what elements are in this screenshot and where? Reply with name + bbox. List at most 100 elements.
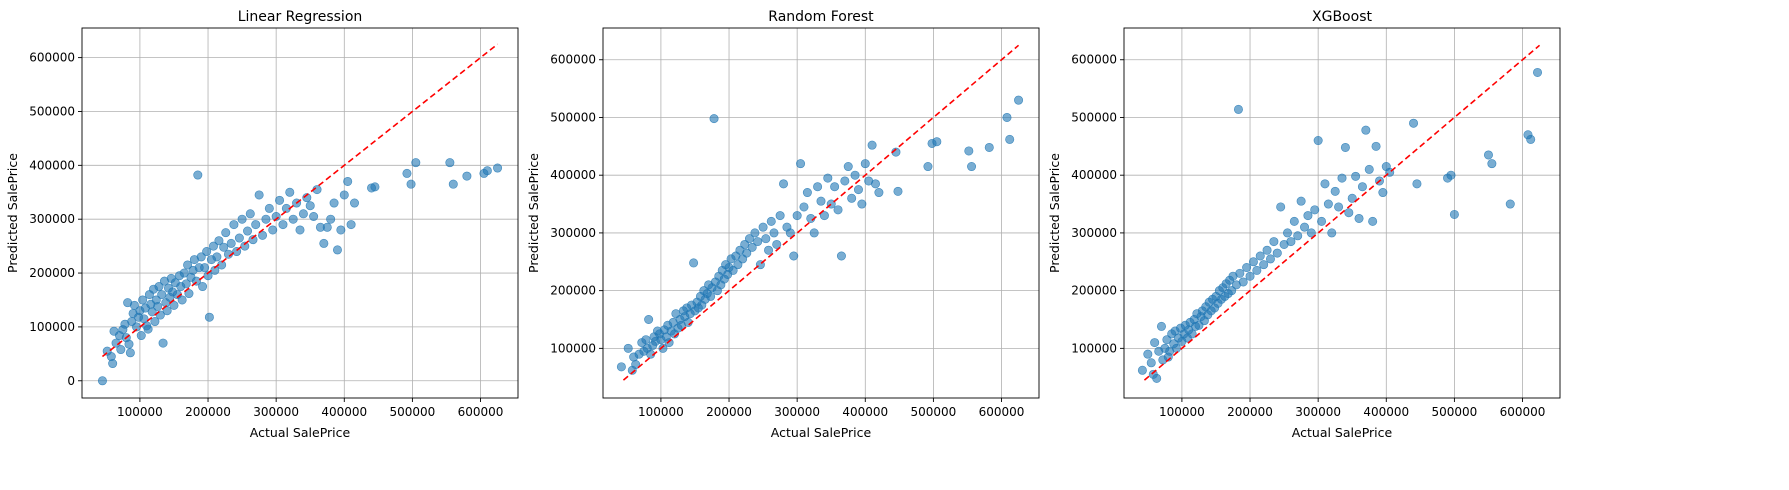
data-point [278,220,288,230]
data-point [1317,216,1327,226]
data-point [658,343,668,353]
y-tick-label: 400000 [29,158,75,172]
data-point [785,228,795,238]
data-point [261,214,271,224]
data-point [792,211,802,221]
panel-title: XGBoost [1312,9,1372,25]
data-point [641,335,651,345]
data-point [1306,228,1316,238]
data-point [1152,373,1162,383]
data-point [322,222,332,232]
data-point [1364,164,1374,174]
data-point [183,260,193,270]
data-point [203,271,213,281]
data-point [860,159,870,169]
data-point [1340,142,1350,152]
data-point [158,338,168,348]
y-axis-label: Predicted SalePrice [1047,153,1062,273]
data-point [850,170,860,180]
data-point [1289,216,1299,226]
data-point [644,314,654,324]
data-point [402,168,412,178]
data-point [764,245,774,255]
data-point [664,338,674,348]
data-point [984,142,994,152]
data-point [1351,171,1361,181]
data-point [219,242,229,252]
data-point [1255,251,1265,261]
data-point [248,235,258,245]
axes-frame [81,27,519,399]
x-tick-label: 100000 [117,405,163,419]
data-point [779,179,789,189]
data-point [1293,231,1303,241]
data-point [1487,159,1497,169]
data-point [179,268,189,278]
data-point [1248,257,1258,267]
x-tick-label: 400000 [842,405,888,419]
data-point [1320,179,1330,189]
data-point [116,345,126,355]
data-point [742,248,752,258]
data-point [196,252,206,262]
data-point [1449,209,1459,219]
data-point [1002,112,1012,122]
x-tick-label: 300000 [253,405,299,419]
data-point [1533,67,1543,77]
data-point [275,195,285,205]
x-tick-label: 300000 [774,405,820,419]
data-point [775,211,785,221]
data-point [305,201,315,211]
data-point [1233,104,1243,114]
x-axis-label: Actual SalePrice [250,425,351,440]
data-point [1283,228,1293,238]
data-point [750,228,760,238]
data-point [336,225,346,235]
data-point [349,198,359,208]
data-point [124,339,134,349]
data-point [1354,213,1364,223]
data-point [623,343,633,353]
data-point [1286,237,1296,247]
data-point [1378,188,1388,198]
data-point [153,301,163,311]
data-point [744,234,754,244]
data-point [125,348,135,358]
data-point [964,146,974,156]
data-point [1526,134,1536,144]
data-point [1137,365,1147,375]
y-tick-label: 300000 [1071,226,1117,240]
y-tick-label: 100000 [29,320,75,334]
data-point [143,324,153,334]
x-tick-label: 500000 [390,405,436,419]
data-point [243,226,253,236]
y-tick-label: 600000 [550,53,596,67]
data-point [967,162,977,172]
panel-title: Linear Regression [238,9,363,25]
data-point [309,212,319,222]
y-tick-label: 100000 [550,341,596,355]
data-point [823,173,833,183]
data-point [1014,95,1024,105]
x-tick-label: 400000 [321,405,367,419]
data-point [226,238,236,248]
data-point [298,209,308,219]
x-tick-label: 100000 [1159,405,1205,419]
data-point [1259,260,1269,270]
data-point [339,190,349,200]
data-point [870,179,880,189]
data-point [867,140,877,150]
data-point [411,158,421,168]
data-point [129,300,139,310]
y-axis-label: Predicted SalePrice [526,153,541,273]
x-tick-label: 200000 [706,405,752,419]
data-point [1334,202,1344,212]
data-point [264,203,274,213]
data-point [830,182,840,192]
data-point [1276,202,1286,212]
data-point [1296,196,1306,206]
x-tick-label: 100000 [638,405,684,419]
data-point [1347,193,1357,203]
x-tick-label: 200000 [185,405,231,419]
data-point [200,263,210,273]
